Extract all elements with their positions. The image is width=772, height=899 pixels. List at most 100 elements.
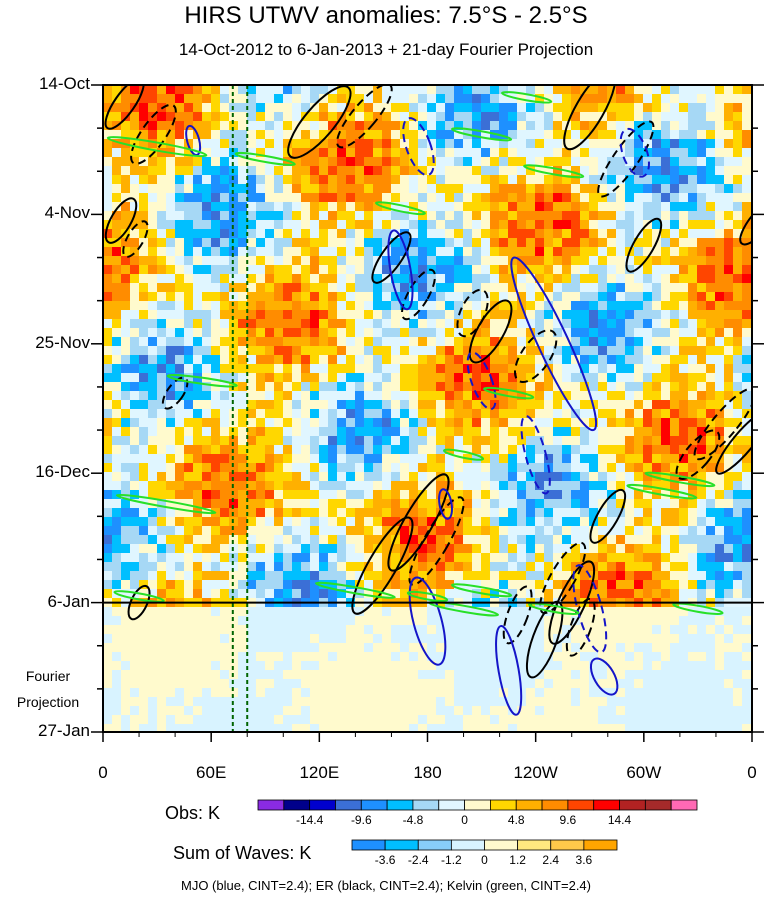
mjo-contour <box>438 488 453 520</box>
obs-colorbar-swatch <box>515 799 543 811</box>
sow-colorbar-tick: -2.4 <box>407 853 429 867</box>
er-contour <box>502 585 533 645</box>
y-tick-label: 25-Nov <box>35 332 90 352</box>
er-contour <box>104 85 145 130</box>
sow-colorbar-tick: -3.6 <box>374 853 396 867</box>
obs-colorbar-swatch <box>335 799 362 811</box>
kelvin-contour <box>451 127 513 142</box>
kelvin-contour <box>451 583 513 598</box>
sow-colorbar-swatch <box>417 839 452 851</box>
er-contour <box>468 299 513 364</box>
obs-colorbar-swatch <box>438 799 465 811</box>
chart-title: HIRS UTWV anomalies: 7.5°S - 2.5°S <box>184 2 588 29</box>
kelvin-contour <box>442 448 485 461</box>
obs-colorbar-swatch <box>670 799 698 811</box>
x-tick-label: 120W <box>513 763 558 782</box>
er-contour <box>715 410 752 475</box>
sow-colorbar-tick: 2.4 <box>542 853 560 867</box>
er-contour <box>127 584 151 621</box>
er-contour <box>287 85 352 159</box>
er-contour <box>548 560 596 645</box>
er-contour <box>565 597 596 657</box>
fourier-label-line2: Projection <box>16 694 80 710</box>
mjo-contour <box>619 127 650 178</box>
er-contour <box>104 197 138 244</box>
sow-colorbar-tick: 0 <box>481 853 488 867</box>
obs-colorbar-tick: 14.4 <box>607 813 632 827</box>
obs-colorbar-swatch <box>541 799 569 811</box>
sow-colorbar-swatch <box>583 839 618 851</box>
obs-colorbar-swatch <box>619 799 646 811</box>
kelvin-contour <box>406 590 449 602</box>
y-tick-label: 4-Nov <box>44 203 90 223</box>
chart-subtitle: 14-Oct-2012 to 6-Jan-2013 + 21-day Fouri… <box>178 40 594 59</box>
kelvin-contour <box>626 483 698 500</box>
kelvin-contour <box>166 374 238 388</box>
obs-colorbar-swatch <box>464 799 491 811</box>
sow-colorbar-swatch <box>484 839 519 851</box>
y-tick-label: 14-Oct <box>38 74 90 93</box>
y-tick-label: 27-Jan <box>38 721 90 740</box>
x-tick-label: 60E <box>196 763 227 782</box>
mjo-contour <box>466 351 497 411</box>
kelvin-contour <box>314 581 396 599</box>
er-contour <box>401 268 436 321</box>
chart-footer: MJO (blue, CINT=2.4); ER (black, CINT=2.… <box>181 878 591 893</box>
er-contour <box>539 541 587 615</box>
er-contour <box>351 516 414 615</box>
kelvin-contour <box>528 602 580 616</box>
obs-colorbar-tick: -9.6 <box>350 813 372 827</box>
sow-colorbar-swatch <box>351 839 386 851</box>
er-contour <box>625 217 663 273</box>
fourier-label-line1: Fourier <box>25 668 71 684</box>
kelvin-contour <box>501 91 553 104</box>
sow-colorbar-tick: 1.2 <box>509 853 526 867</box>
er-contour <box>675 429 721 480</box>
obs-colorbar-swatch <box>257 799 285 811</box>
x-tick-label: 0 <box>747 763 757 782</box>
obs-colorbar-swatch <box>644 799 672 811</box>
obs-colorbar-tick: 0 <box>461 813 468 827</box>
sow-colorbar-tick: 3.6 <box>575 853 593 867</box>
er-contour <box>563 85 617 151</box>
mjo-contour <box>387 229 414 311</box>
er-contour <box>130 103 177 165</box>
kelvin-contour <box>106 136 208 158</box>
obs-colorbar-swatch <box>386 799 414 811</box>
mjo-contour <box>589 657 619 696</box>
sow-colorbar-tick: -1.2 <box>441 853 462 867</box>
obs-colorbar-swatch <box>593 799 620 811</box>
er-contour <box>693 387 752 461</box>
kelvin-contour <box>115 493 217 515</box>
kelvin-contour <box>482 386 535 400</box>
sow-colorbar-swatch <box>517 839 552 851</box>
obs-colorbar-swatch <box>567 799 595 811</box>
er-contour <box>161 376 189 410</box>
obs-colorbar-swatch <box>309 799 336 811</box>
obs-colorbar-swatch <box>412 799 440 811</box>
x-tick-label: 120E <box>299 763 340 782</box>
y-tick-label: 6-Jan <box>47 591 90 611</box>
x-tick-label: 0 <box>98 763 108 782</box>
obs-colorbar-swatch <box>490 799 517 811</box>
x-tick-label: 60W <box>626 763 662 782</box>
er-contour <box>122 220 149 258</box>
obs-colorbar-tick: -4.8 <box>402 813 424 827</box>
kelvin-contour <box>672 602 724 616</box>
obs-colorbar-tick: 9.6 <box>559 813 577 827</box>
obs-colorbar-tick: 4.8 <box>507 813 525 827</box>
kelvin-contour <box>234 151 296 166</box>
sow-colorbar-swatch <box>550 839 585 851</box>
er-contour <box>387 473 450 572</box>
er-contour <box>739 195 752 246</box>
obs-colorbar-tick: -14.4 <box>295 813 324 827</box>
kelvin-contour <box>644 471 716 488</box>
kelvin-contour <box>523 164 585 179</box>
x-tick-label: 180 <box>413 763 442 782</box>
obs-colorbar-swatch <box>283 799 311 811</box>
sow-colorbar-swatch <box>384 839 419 851</box>
er-contour <box>371 231 412 284</box>
sow-colorbar-label: Sum of Waves: K <box>173 843 312 863</box>
mjo-contour <box>495 625 523 716</box>
kelvin-contour <box>113 590 165 603</box>
